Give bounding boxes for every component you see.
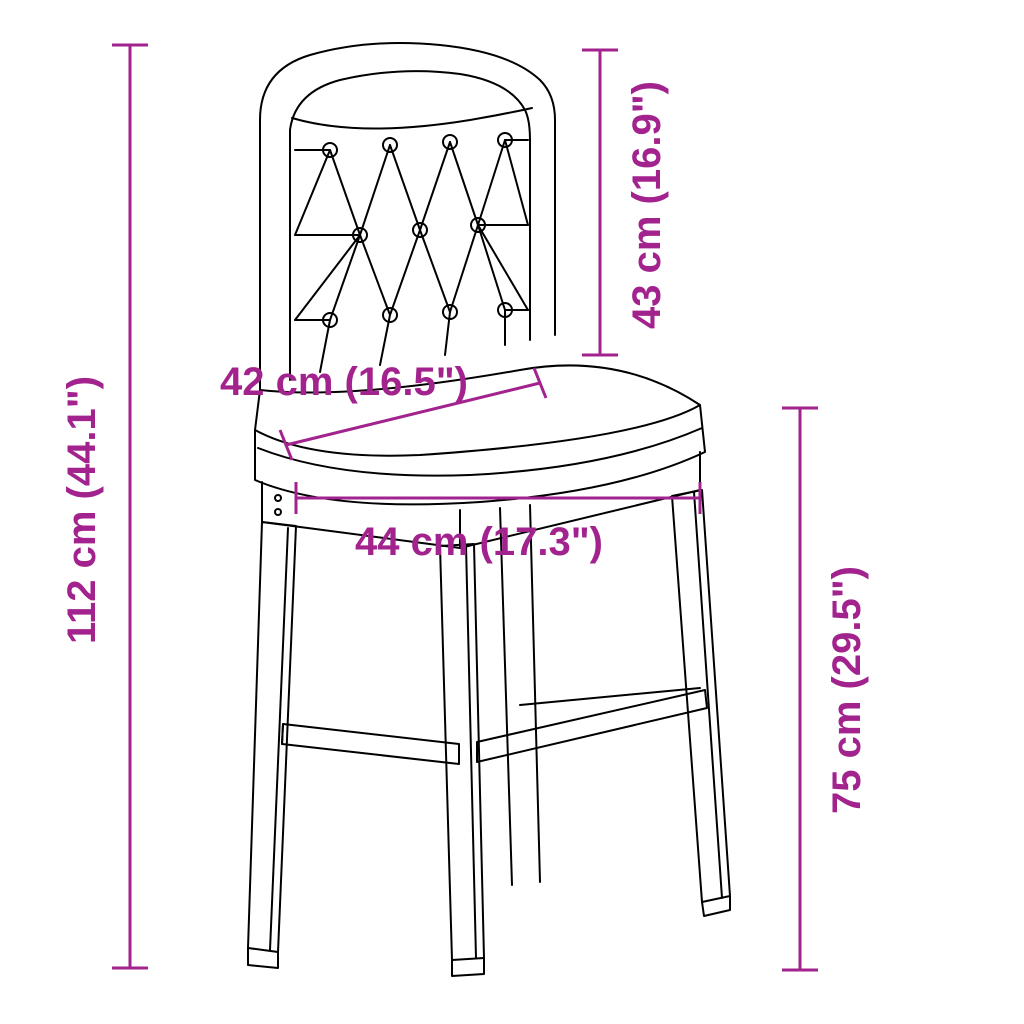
dimension-seat-width: 44 cm (17.3") [296, 482, 700, 564]
dimension-total-height: 112 cm (44.1") [60, 45, 148, 968]
dimension-backrest-height: 43 cm (16.9") [582, 50, 669, 355]
label-seat-depth: 42 cm (16.5") [220, 360, 468, 404]
label-seat-height: 75 cm (29.5") [825, 566, 869, 814]
label-backrest-height: 43 cm (16.9") [625, 81, 669, 329]
dimension-seat-height: 75 cm (29.5") [782, 408, 869, 970]
label-seat-width: 44 cm (17.3") [355, 520, 603, 564]
label-total-height: 112 cm (44.1") [60, 376, 104, 644]
dimension-seat-depth: 42 cm (16.5") [220, 360, 546, 460]
